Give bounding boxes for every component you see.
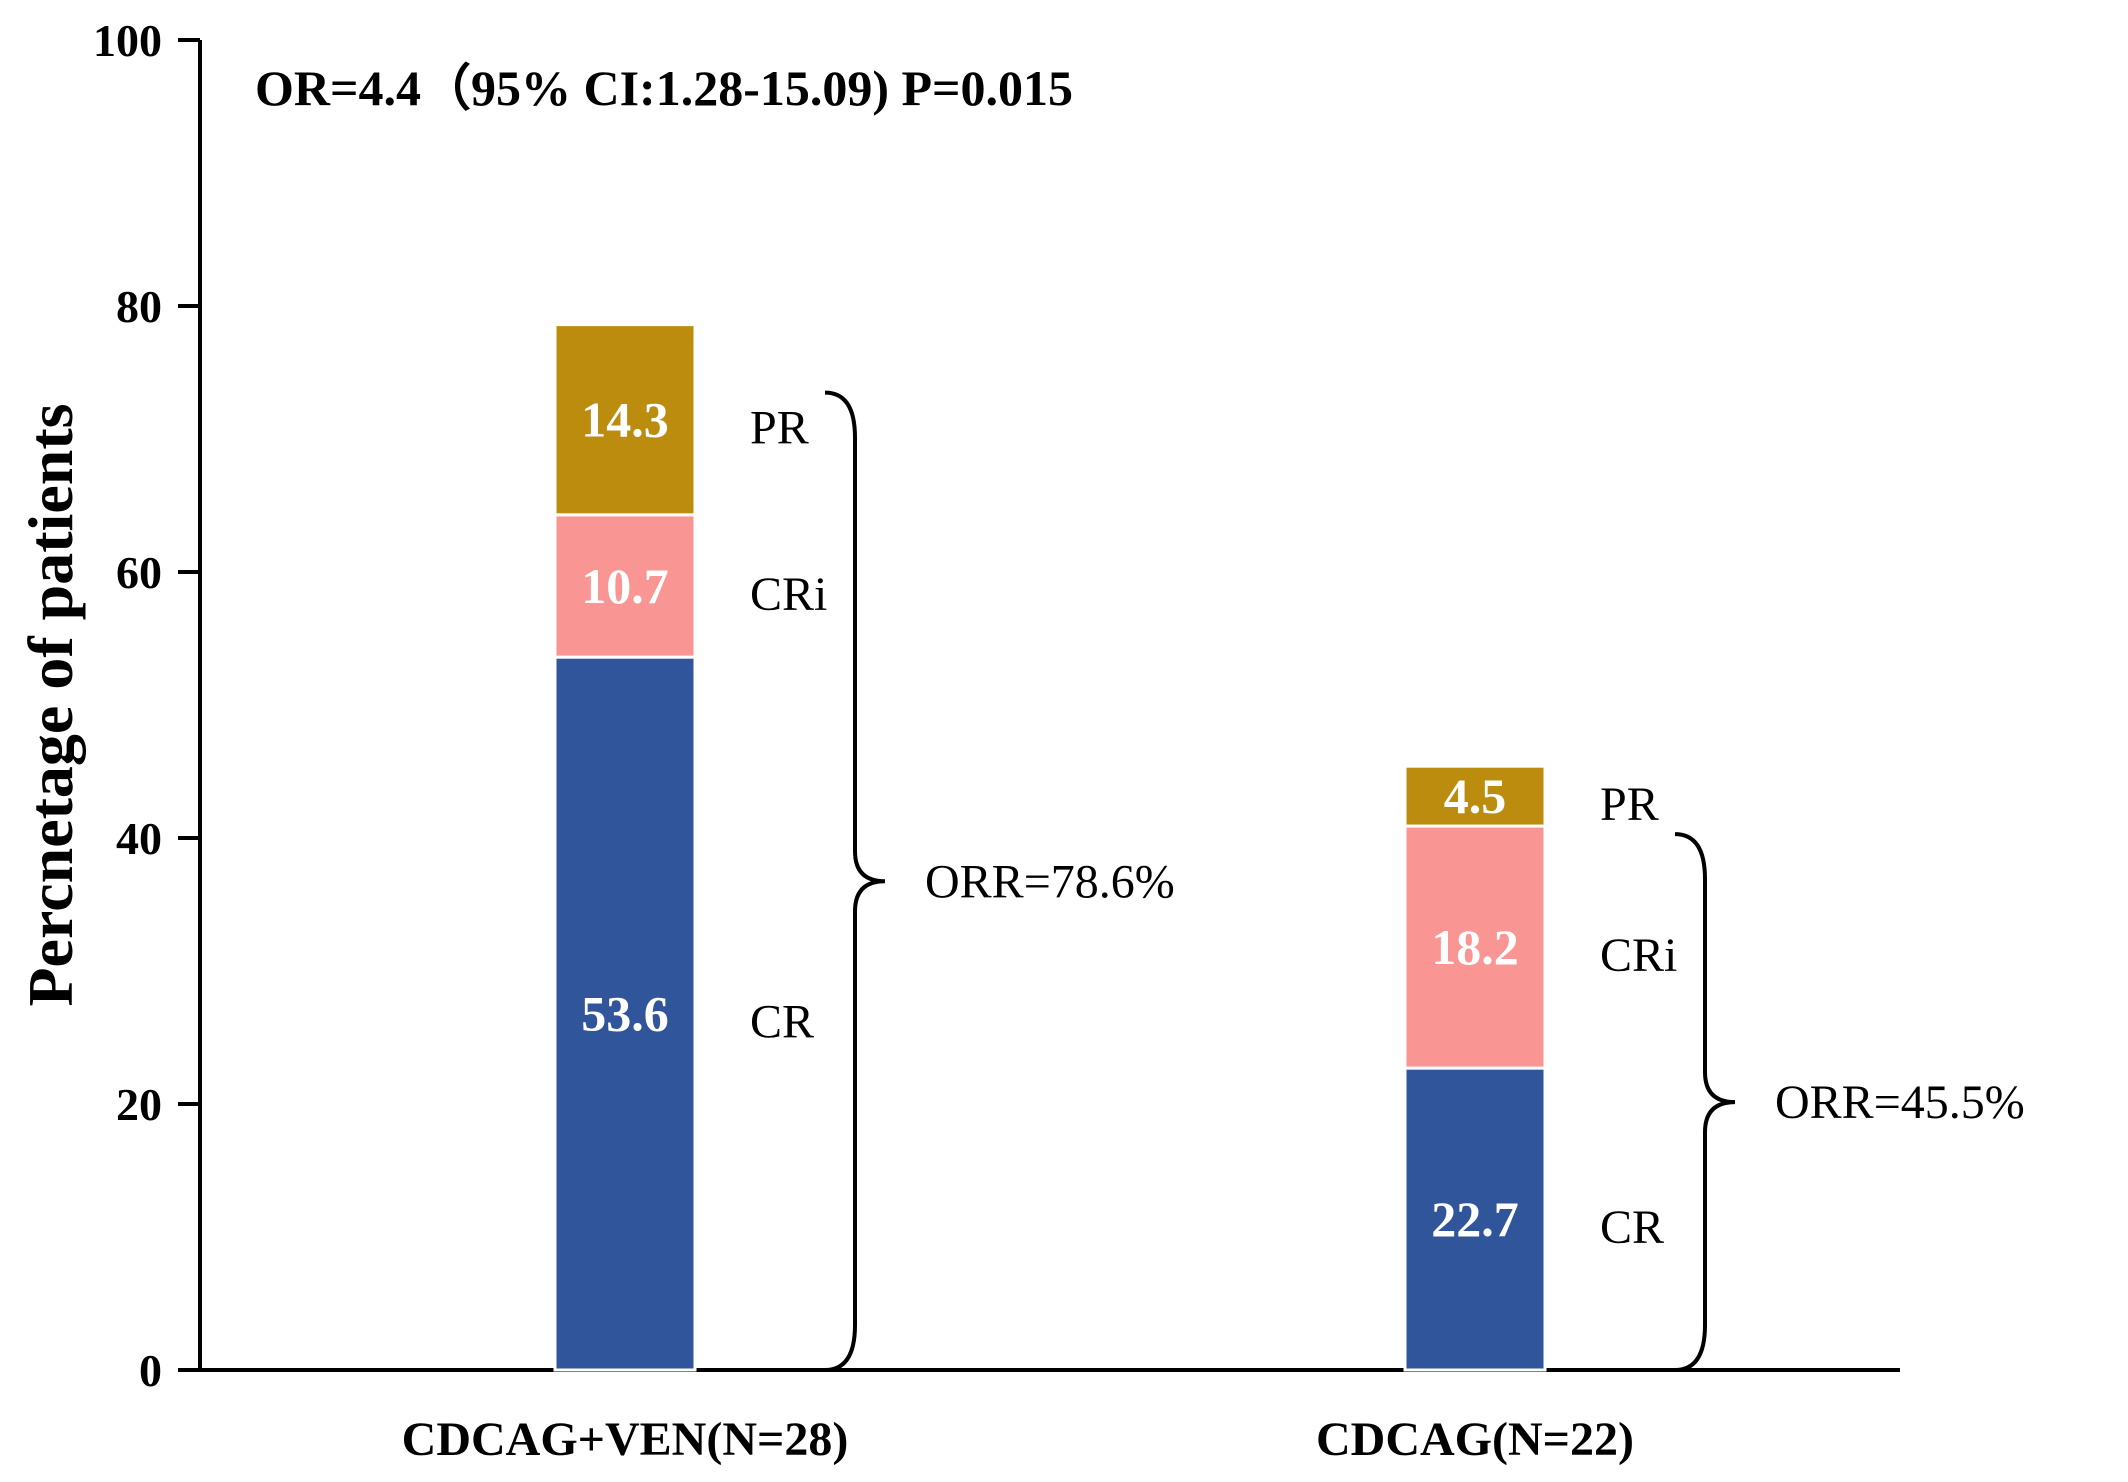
- y-tick-label: 40: [116, 813, 162, 864]
- segment-name-label: PR: [750, 402, 809, 455]
- segment-name-label: PR: [1600, 778, 1659, 831]
- y-tick-label: 80: [116, 281, 162, 332]
- bar-segment-pr: [1403, 764, 1547, 828]
- bars: 53.6 10.7 14.3 22.7 18.2 4.5: [553, 323, 1547, 1372]
- segment-name-label: CR: [1600, 1201, 1664, 1254]
- x-axis: CDCAG+VEN(N=28) CDCAG(N=22): [200, 1368, 1900, 1466]
- bar-value-label: 18.2: [1431, 919, 1519, 975]
- segment-name-label: CRi: [1600, 929, 1677, 982]
- odds-ratio-annotation: OR=4.4（95% CI:1.28-15.09) P=0.015: [255, 60, 1073, 116]
- segment-name-label: CRi: [750, 568, 827, 621]
- y-tick-label: 60: [116, 547, 162, 598]
- x-categories: CDCAG+VEN(N=28) CDCAG(N=22): [402, 1413, 1634, 1466]
- bar-value-label: 53.6: [581, 986, 669, 1042]
- y-tick-label: 20: [116, 1079, 162, 1130]
- bar-segment-cri: [1403, 824, 1547, 1070]
- bar-segment-cr: [553, 655, 697, 1372]
- bar-segment-pr: [553, 323, 697, 517]
- bar-segment-cr: [1403, 1066, 1547, 1372]
- x-category-label: CDCAG+VEN(N=28): [402, 1413, 849, 1466]
- x-category-label: CDCAG(N=22): [1316, 1413, 1634, 1466]
- bar-value-label: 22.7: [1431, 1191, 1519, 1247]
- curly-brace: [1674, 832, 1736, 1372]
- orr-label: ORR=45.5%: [1775, 1076, 2025, 1129]
- y-axis-label: Percnetage of patients: [15, 403, 86, 1006]
- bar-segment-cri: [553, 513, 697, 659]
- y-axis: 0 20 40 60 80 100 Percnetage of patients: [15, 15, 202, 1396]
- bar-value-label: 14.3: [581, 392, 669, 448]
- segment-name-label: CR: [750, 996, 814, 1049]
- y-ticks: 0 20 40 60 80 100: [93, 15, 200, 1396]
- bar-value-label: 4.5: [1444, 768, 1507, 824]
- curly-brace: [824, 390, 886, 1372]
- bar-value-label: 10.7: [581, 558, 669, 614]
- y-tick-label: 0: [139, 1345, 162, 1396]
- bar-annotations: CR CRi PR ORR=78.6% CR CRi PR ORR=45.5%: [750, 390, 2025, 1372]
- y-tick-label: 100: [93, 15, 162, 66]
- orr-label: ORR=78.6%: [925, 855, 1175, 908]
